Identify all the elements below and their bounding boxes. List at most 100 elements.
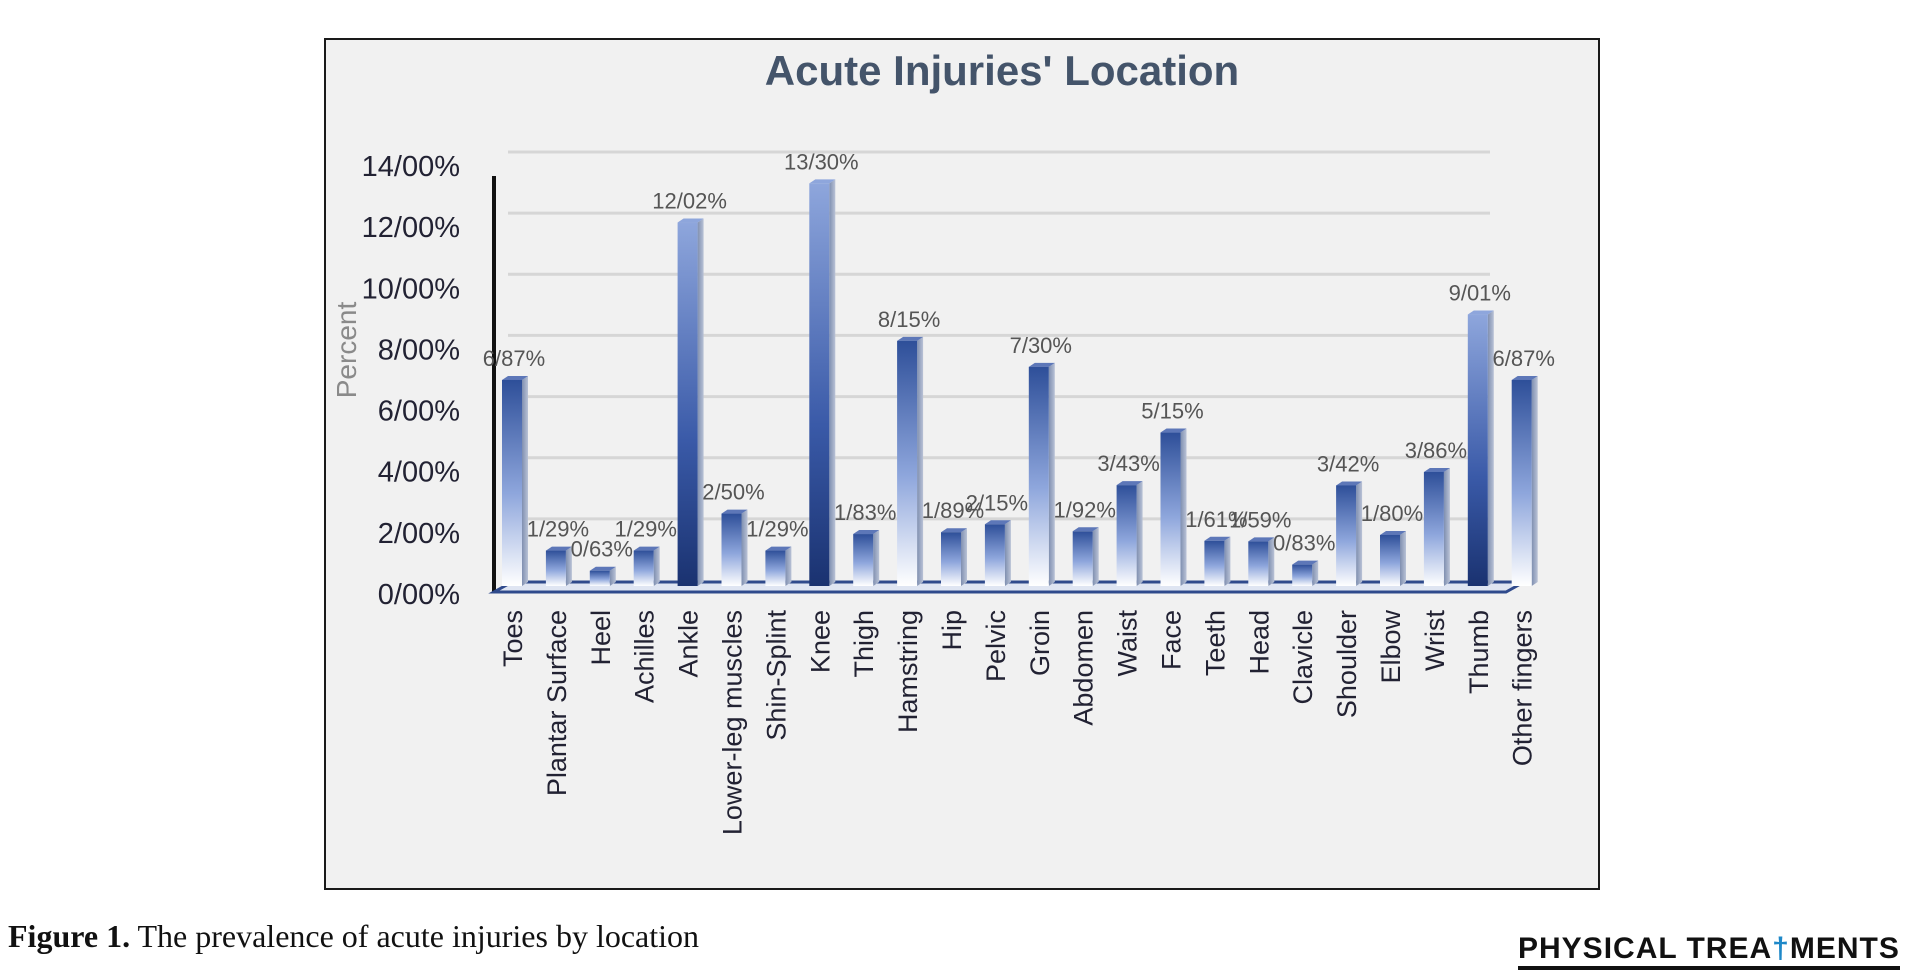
data-label: 1/80% xyxy=(1361,501,1423,526)
caption-text: The prevalence of acute injuries by loca… xyxy=(130,918,700,954)
bars xyxy=(502,179,1538,586)
data-label: 1/59% xyxy=(1229,507,1291,532)
bar-side xyxy=(741,509,748,586)
x-tick-label: Wrist xyxy=(1420,610,1450,671)
bar-side xyxy=(1531,375,1538,586)
bar-side xyxy=(1312,560,1319,586)
y-tick-label: 10/00% xyxy=(362,273,460,305)
bar-top xyxy=(941,528,967,533)
bar-side xyxy=(1048,362,1055,586)
bar-chart: Acute Injuries' Location 0/00% 2/00% 4/00%… xyxy=(331,47,1555,836)
bar-side xyxy=(961,528,967,586)
bar-side xyxy=(829,179,836,586)
bar xyxy=(941,532,961,586)
bar-top xyxy=(984,520,1011,525)
bar xyxy=(1292,564,1313,586)
x-tick-label: Thumb xyxy=(1464,610,1494,694)
data-label: 1/83% xyxy=(834,500,896,525)
data-label: 6/87% xyxy=(483,346,545,371)
bar-top xyxy=(502,375,528,380)
bar-side xyxy=(522,375,528,586)
data-label: 3/86% xyxy=(1405,438,1467,463)
bar xyxy=(1116,485,1137,586)
x-tick-label: Teeth xyxy=(1200,610,1230,676)
x-tick-label: Lower-leg muscles xyxy=(718,610,748,835)
logo-text-start: PHYSICAL TREA xyxy=(1518,932,1773,965)
x-tick-label: Shin-Splint xyxy=(761,610,791,741)
y-axis-label: Percent xyxy=(331,302,362,399)
bar xyxy=(1380,534,1400,586)
x-tick-label: Hamstring xyxy=(893,610,923,733)
bar-top xyxy=(1248,537,1275,542)
x-tick-label: Knee xyxy=(805,610,835,673)
bar-top xyxy=(1292,560,1319,565)
x-tick-label: Thigh xyxy=(849,610,879,678)
x-tick-label: Clavicle xyxy=(1288,610,1318,705)
x-tick-label: Shoulder xyxy=(1332,610,1362,718)
bar-top xyxy=(1423,467,1450,472)
data-labels: 6/87%1/29%0/63%1/29%12/02%2/50%1/29%13/3… xyxy=(483,149,1555,561)
x-tick-label: Other fingers xyxy=(1508,610,1538,766)
bar xyxy=(1160,432,1181,586)
data-label: 3/42% xyxy=(1317,451,1379,476)
bar xyxy=(1248,541,1269,586)
bar-top xyxy=(1072,527,1099,532)
data-label: 1/29% xyxy=(746,517,808,542)
bar xyxy=(1511,379,1532,586)
bar-top xyxy=(1116,481,1143,486)
data-label: 5/15% xyxy=(1141,399,1203,424)
data-label: 1/29% xyxy=(527,517,589,542)
bar-side xyxy=(917,336,924,586)
bar xyxy=(633,550,654,586)
bar-top xyxy=(809,179,836,184)
data-label: 6/87% xyxy=(1493,346,1555,371)
bar-top xyxy=(677,218,704,223)
logo-text-end: MENTS xyxy=(1789,932,1900,965)
x-tick-label: Pelvic xyxy=(981,610,1011,682)
bar xyxy=(677,222,698,586)
bar-side xyxy=(785,546,792,586)
y-tick-label: 4/00% xyxy=(378,457,460,489)
x-tick-label: Toes xyxy=(498,610,528,667)
data-label: 12/02% xyxy=(652,189,727,214)
bar xyxy=(1336,485,1357,586)
bar-top xyxy=(589,566,616,571)
bar-side xyxy=(1268,537,1275,586)
bar-top xyxy=(1204,536,1231,541)
x-tick-label: Face xyxy=(1157,610,1187,670)
y-tick-label: 6/00% xyxy=(378,396,460,428)
bar xyxy=(1423,471,1444,586)
bar-top xyxy=(1028,362,1055,367)
bar xyxy=(853,534,874,586)
y-tick-labels: 0/00% 2/00% 4/00% 6/00% 8/00% 10/00% 12/00% 14/… xyxy=(362,151,460,611)
bar-top xyxy=(1511,375,1538,380)
caption-label: Figure 1. xyxy=(8,918,131,954)
bar-top xyxy=(1467,310,1494,315)
bar xyxy=(1072,531,1093,586)
bar xyxy=(984,524,1005,586)
bar-side xyxy=(1400,530,1406,586)
journal-logo: PHYSICAL TREA†MENTS xyxy=(1518,932,1900,970)
bar xyxy=(545,550,566,586)
x-tick-label: Plantar Surface xyxy=(542,610,572,796)
y-tick-label: 2/00% xyxy=(378,518,460,550)
logo-figure-mark: † xyxy=(1772,932,1790,965)
x-tick-label: Head xyxy=(1244,610,1274,675)
bar xyxy=(1467,314,1488,586)
bar-side xyxy=(1487,310,1494,586)
bar xyxy=(502,379,522,586)
x-tick-label: Ankle xyxy=(674,610,704,678)
data-label: 1/61% xyxy=(1185,507,1247,532)
bar xyxy=(765,550,786,586)
bar xyxy=(897,340,918,586)
bar-top xyxy=(633,546,660,551)
bar-top xyxy=(853,530,880,535)
x-tick-labels: Toes Plantar Surface Heel Achilles Ankle Lowe… xyxy=(498,610,1538,836)
data-label: 1/89% xyxy=(922,498,984,523)
chart-title: Acute Injuries' Location xyxy=(765,47,1239,94)
bar-side xyxy=(609,566,616,586)
bar-side xyxy=(1092,527,1099,586)
bar xyxy=(589,570,610,586)
data-label: 8/15% xyxy=(878,307,940,332)
bar xyxy=(1204,540,1225,586)
